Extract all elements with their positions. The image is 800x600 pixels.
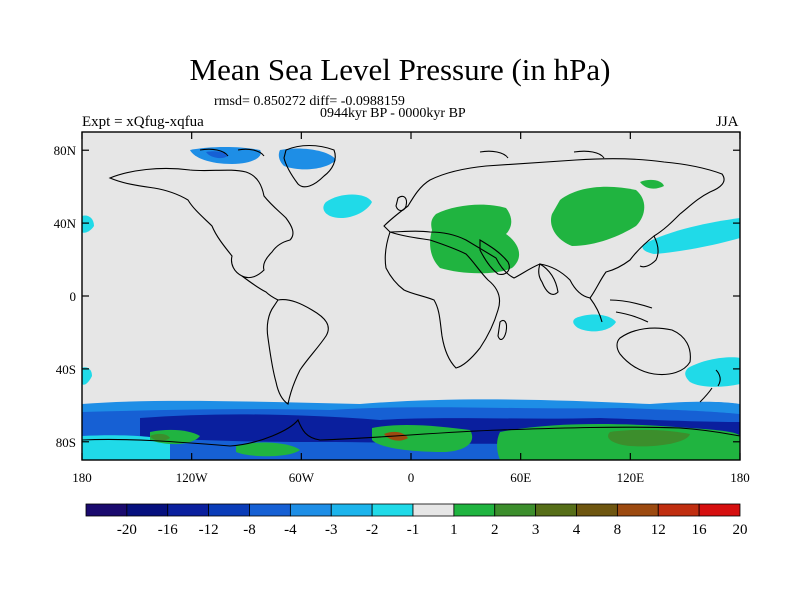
southern-atlantic-low <box>82 367 92 385</box>
coast-central-america <box>241 275 279 301</box>
colorbar-label: 2 <box>491 522 499 538</box>
colorbar-label: -8 <box>243 522 256 538</box>
x-tick-label: 60E <box>510 470 531 485</box>
x-tick-label: 60W <box>289 470 315 485</box>
coast-india <box>538 263 559 295</box>
rmsd-diff-stats: rmsd= 0.850272 diff= -0.0988159 <box>214 94 405 109</box>
experiment-label: Expt = xQfug-xqfua <box>82 114 204 130</box>
arctic-low-canada-core <box>206 151 228 159</box>
colorbar-swatch <box>330 503 373 517</box>
colorbar-swatch <box>535 503 577 517</box>
anomaly-shading <box>82 147 740 460</box>
coast-new-zealand <box>699 369 721 403</box>
coast-japan <box>639 235 659 268</box>
south-indian-low <box>573 314 616 332</box>
colorbar-swatch <box>494 503 537 517</box>
y-tick-label: 0 <box>70 289 77 304</box>
colorbar-label: 16 <box>692 522 708 538</box>
coast-south-america <box>266 299 329 405</box>
colorbar-label: 12 <box>651 522 666 538</box>
colorbar-swatch <box>85 503 128 517</box>
colorbar: -20 -16 -12 -8 -4 -3 -2 -1 1 2 3 4 8 12 16 20 <box>85 503 748 538</box>
colorbar-swatch <box>208 503 250 517</box>
y-axis: 80N 40N 0 40S 80S <box>54 143 740 450</box>
y-tick-label: 40N <box>54 216 77 231</box>
coast-uk <box>395 195 408 212</box>
antarctic-high-west2 <box>236 442 300 457</box>
colorbar-swatch <box>698 503 741 517</box>
asia-high <box>550 186 645 246</box>
x-tick-label: 180 <box>72 470 92 485</box>
colorbar-label: 4 <box>573 522 581 538</box>
x-tick-label: 0 <box>408 470 415 485</box>
north-pacific-low-east <box>642 218 740 254</box>
middle-east-high <box>430 204 520 274</box>
colorbar-label: -20 <box>117 522 137 538</box>
y-tick-label: 80N <box>54 143 77 158</box>
colorbar-label: -4 <box>284 522 297 538</box>
colorbar-swatch <box>371 503 414 517</box>
colorbar-swatch <box>126 503 169 517</box>
time-period-label: 0944kyr BP - 0000kyr BP <box>320 106 466 121</box>
plot-title: Mean Sea Level Pressure (in hPa) <box>189 52 611 87</box>
coast-europe-asia <box>383 158 725 299</box>
colorbar-swatch <box>657 503 700 517</box>
colorbar-label: 20 <box>733 522 748 538</box>
colorbar-swatch <box>616 503 659 517</box>
coast-north-america <box>108 167 294 279</box>
colorbar-swatch <box>167 503 210 517</box>
coastlines <box>82 144 740 447</box>
coast-madagascar <box>497 319 508 341</box>
colorbar-label: -12 <box>199 522 219 538</box>
coast-arctic-islands <box>199 148 605 159</box>
north-atlantic-low <box>323 194 372 219</box>
colorbar-swatch <box>576 503 618 517</box>
y-tick-label: 80S <box>56 435 76 450</box>
south-pacific-low <box>685 357 740 387</box>
colorbar-label: -1 <box>407 522 420 538</box>
colorbar-label: -3 <box>325 522 338 538</box>
coast-africa <box>384 231 501 369</box>
x-axis: 180 120W 60W 0 60E 120E 180 <box>72 132 750 485</box>
colorbar-label: 1 <box>450 522 458 538</box>
coast-australia <box>616 327 691 376</box>
x-tick-label: 180 <box>730 470 750 485</box>
antarctic-high-central <box>372 424 473 452</box>
x-tick-label: 120W <box>176 470 209 485</box>
north-pacific-low-west <box>82 215 94 233</box>
colorbar-swatch <box>289 503 332 517</box>
coast-greenland <box>283 144 336 188</box>
antarctic-high-pacific-core <box>150 433 170 441</box>
colorbar-swatch <box>453 503 496 517</box>
coast-southeast-asia <box>589 297 653 323</box>
arctic-low-greenland <box>278 148 336 170</box>
x-tick-label: 120E <box>617 470 645 485</box>
southern-ocean-low-faint <box>82 435 170 460</box>
colorbar-label: 3 <box>532 522 540 538</box>
coast-arabia <box>479 239 510 275</box>
antarctic-high-east-core <box>608 429 690 447</box>
colorbar-swatch <box>249 503 291 517</box>
arctic-high-siberia <box>640 179 664 189</box>
colorbar-label: 8 <box>614 522 622 538</box>
colorbar-label: -2 <box>366 522 379 538</box>
colorbar-label: -16 <box>158 522 178 538</box>
y-tick-label: 40S <box>56 362 76 377</box>
colorbar-swatch <box>412 503 455 517</box>
coast-antarctica <box>82 418 740 447</box>
season-label: JJA <box>716 114 739 130</box>
